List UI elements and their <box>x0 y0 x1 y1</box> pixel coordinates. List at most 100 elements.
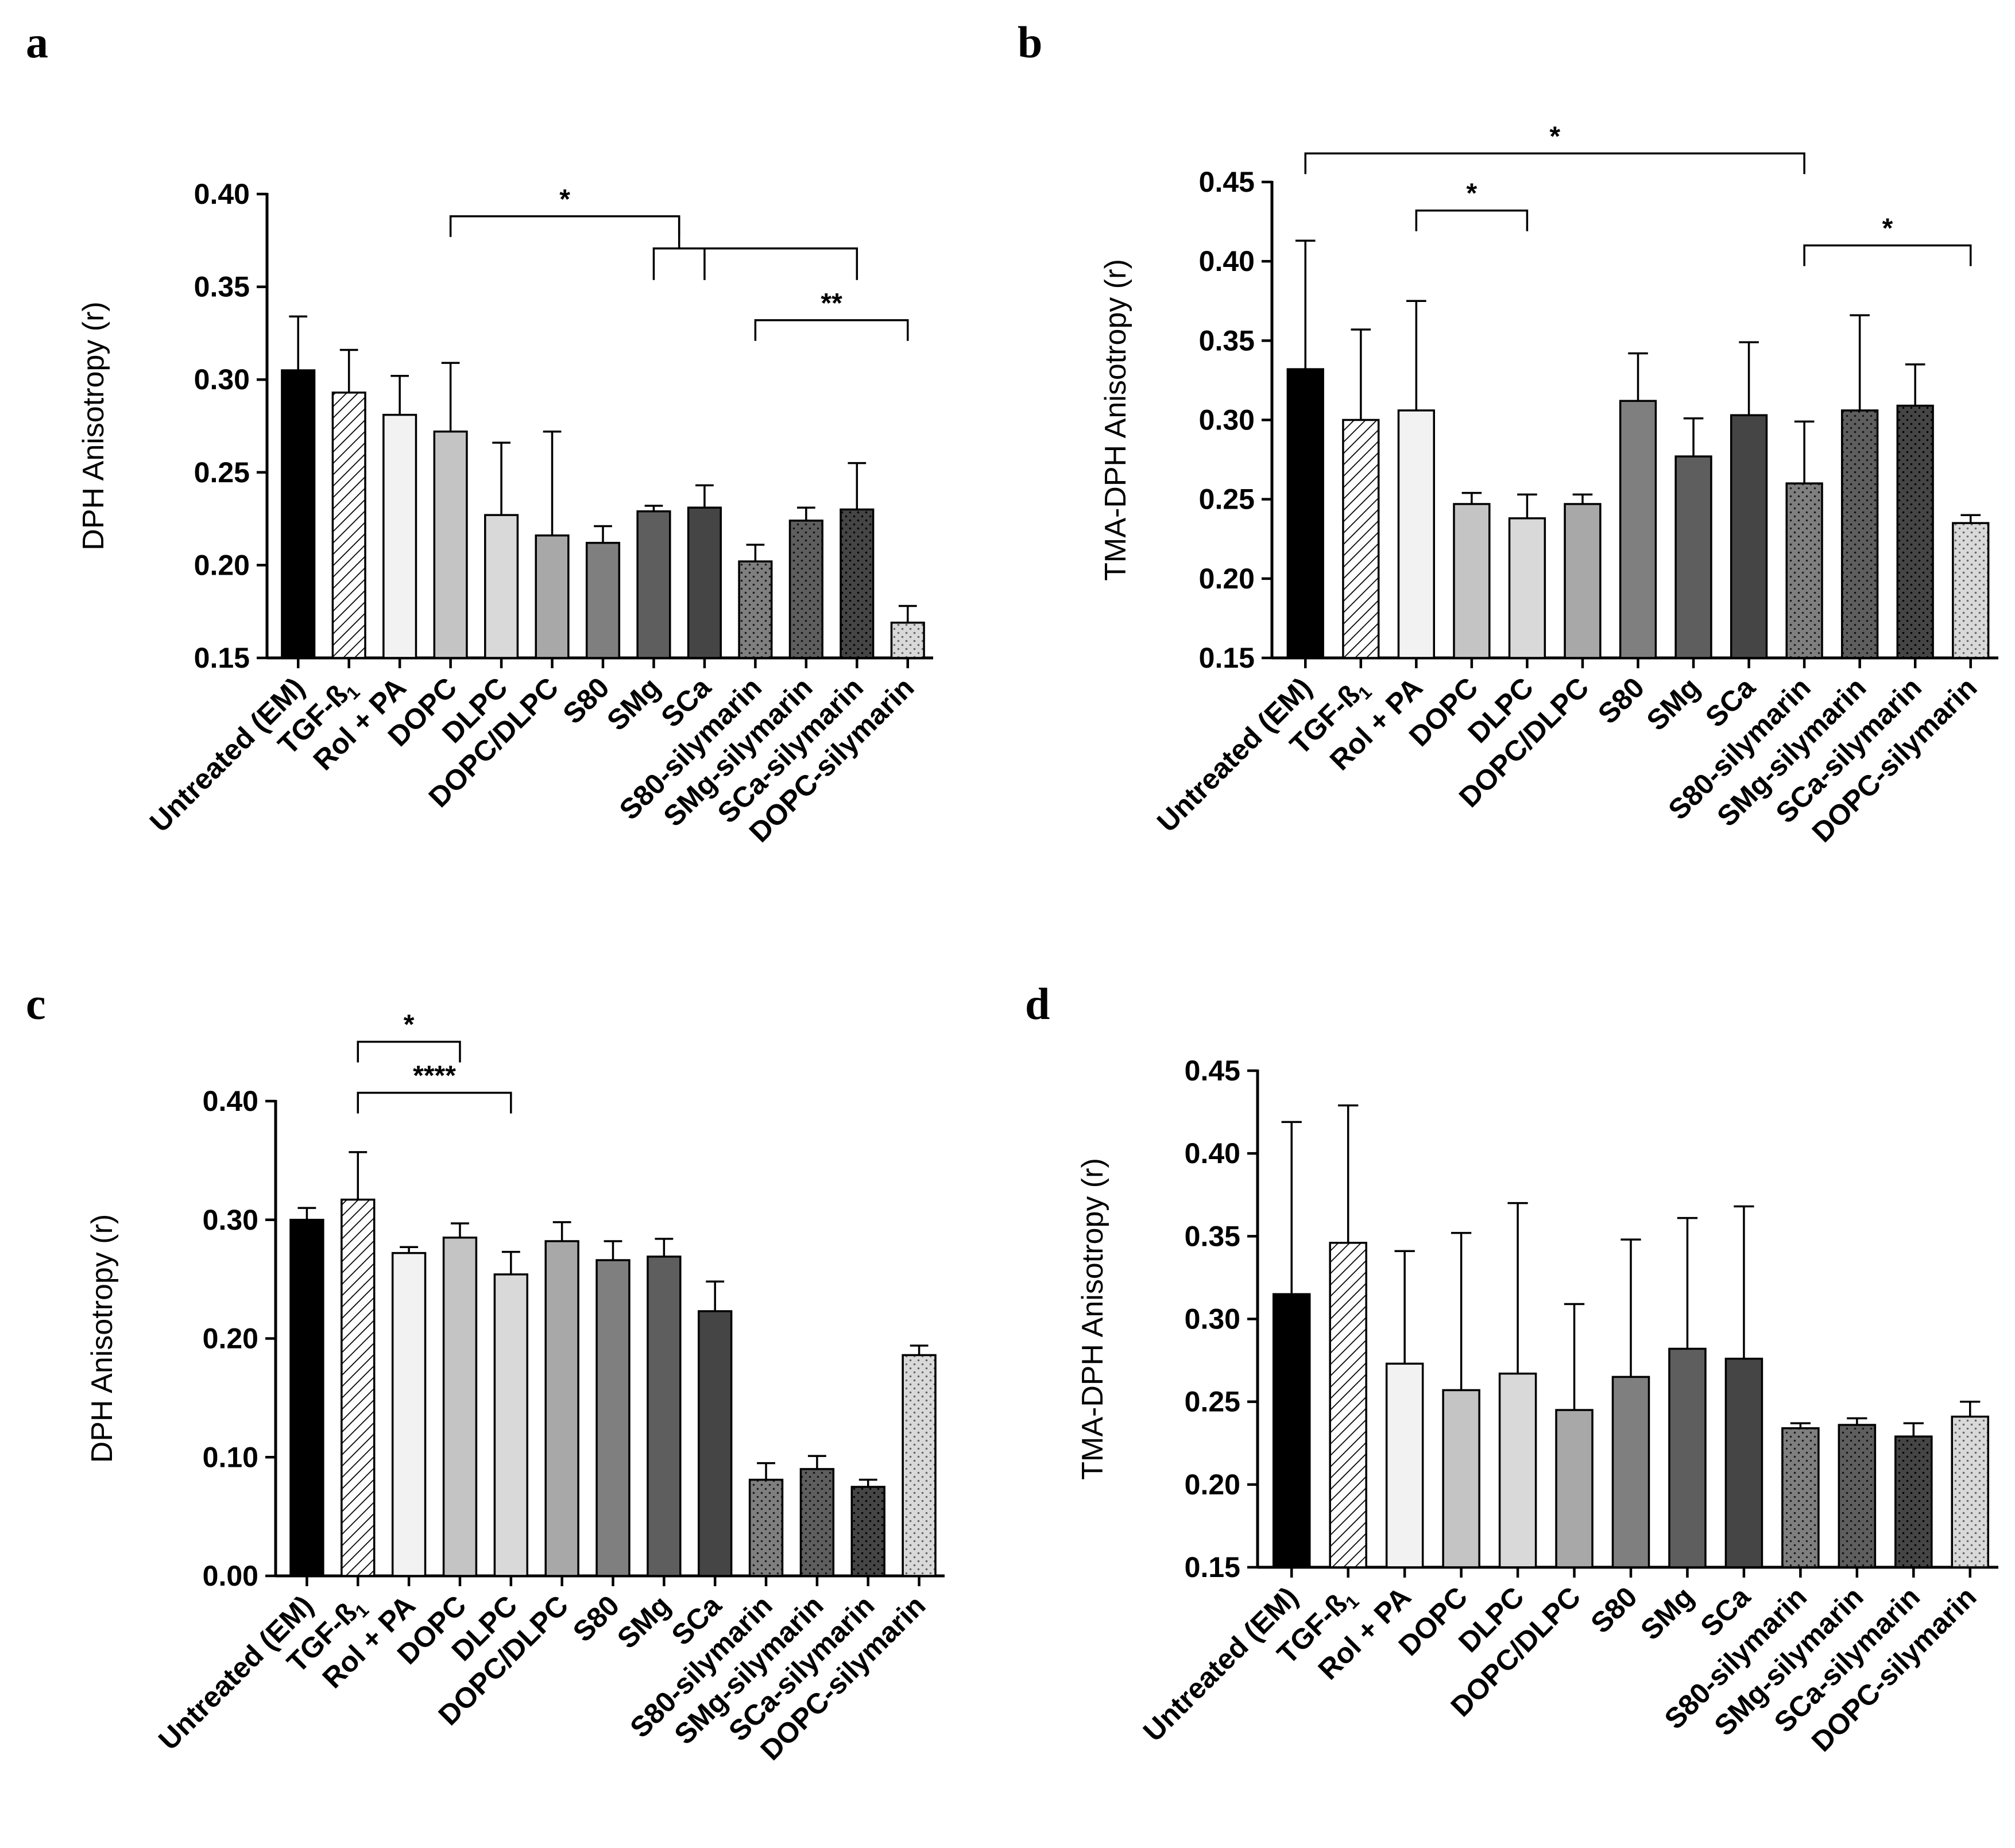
bar <box>840 508 875 659</box>
bar <box>442 1237 478 1577</box>
bar <box>1668 1347 1707 1568</box>
bar <box>1342 419 1380 659</box>
bar <box>799 1468 835 1577</box>
significance-label: * <box>1549 121 1560 152</box>
significance-bracket <box>754 319 909 341</box>
bar <box>382 413 417 659</box>
y-tick-label: 0.40 <box>1185 1137 1240 1169</box>
y-tick-label: 0.15 <box>1185 1551 1240 1583</box>
bar <box>1952 522 1990 659</box>
bar <box>341 1198 376 1577</box>
bar <box>391 1252 427 1577</box>
x-tick-label: Untreated (EM) <box>144 671 311 838</box>
y-tick-label: 0.00 <box>203 1560 258 1592</box>
x-tick-label: S80 <box>1592 671 1651 730</box>
y-axis-title: TMA-DPH Anisotropy (r) <box>1099 259 1132 581</box>
y-tick-label: 0.25 <box>194 456 250 489</box>
bar <box>1508 517 1546 659</box>
y-tick-label: 0.20 <box>203 1323 258 1355</box>
bar <box>1730 414 1768 659</box>
bar <box>738 560 773 659</box>
bar <box>484 514 519 659</box>
y-tick-label: 0.30 <box>1185 1303 1240 1335</box>
y-axis-title: TMA-DPH Anisotropy (r) <box>1076 1158 1109 1480</box>
bar <box>1619 400 1657 659</box>
panel-letter-c: c <box>26 979 46 1029</box>
y-tick-label: 0.35 <box>194 271 250 303</box>
bar <box>1785 482 1823 659</box>
chart-panel-c: 0.00 0.10 0.20 0.30 0.40 DPH Anisotropy (r) Un… <box>86 1010 945 1766</box>
bar <box>636 510 671 659</box>
y-tick-label: 0.20 <box>1199 563 1255 595</box>
y-tick-label: 0.25 <box>1185 1386 1240 1418</box>
significance-bracket <box>652 247 858 280</box>
y-tick-label: 0.40 <box>1199 245 1255 277</box>
y-axis-title: DPH Anisotropy (r) <box>77 301 110 550</box>
y-tick-label: 0.30 <box>203 1204 258 1236</box>
bar <box>698 1310 733 1577</box>
significance-label: **** <box>413 1061 456 1091</box>
bar <box>1894 1435 1933 1568</box>
bar <box>544 1240 579 1577</box>
bar <box>1286 368 1324 659</box>
bar <box>890 621 925 659</box>
significance-label: * <box>1882 214 1893 244</box>
bar <box>281 369 316 659</box>
significance-bracket <box>449 215 680 237</box>
y-tick-label: 0.25 <box>1199 483 1255 516</box>
bar <box>1951 1415 1990 1568</box>
chart-panel-d: 0.15 0.20 0.25 0.30 0.35 0.40 0.45 TMA-DPH Anis… <box>1076 1055 1998 1758</box>
y-tick-label: 0.30 <box>194 363 250 396</box>
significance-bracket <box>1415 209 1529 231</box>
y-tick-label: 0.15 <box>194 642 250 674</box>
panel-letter-d: d <box>1025 979 1050 1029</box>
y-tick-label: 0.35 <box>1185 1220 1240 1252</box>
bar <box>289 1219 324 1577</box>
bar <box>1896 404 1934 659</box>
bar <box>585 541 621 659</box>
y-tick-label: 0.10 <box>203 1441 258 1473</box>
bar <box>433 430 468 659</box>
y-tick-label: 0.30 <box>1199 404 1255 436</box>
bar <box>1498 1372 1537 1568</box>
y-tick-label: 0.45 <box>1199 166 1255 198</box>
bar <box>1397 409 1435 659</box>
y-tick-label: 0.40 <box>203 1085 258 1117</box>
significance-bracket <box>357 1091 512 1114</box>
bar <box>493 1273 528 1577</box>
panel-letter-a: a <box>26 17 48 67</box>
bar <box>1724 1357 1763 1568</box>
y-tick-label: 0.15 <box>1199 642 1255 674</box>
bar <box>1555 1409 1594 1568</box>
bar <box>850 1486 885 1577</box>
y-tick-label: 0.45 <box>1185 1055 1240 1087</box>
bar <box>1442 1389 1480 1568</box>
y-tick-label: 0.35 <box>1199 324 1255 357</box>
x-tick-label: S80 <box>556 671 616 730</box>
bar <box>788 520 823 659</box>
y-tick-label: 0.40 <box>194 178 250 210</box>
x-tick-label: SMg <box>611 1589 676 1655</box>
x-tick-label: SMg <box>601 671 666 737</box>
bar <box>1841 409 1879 659</box>
x-tick-label: SMg <box>1634 1580 1700 1646</box>
chart-panel-a: 0.15 0.20 0.25 0.30 0.35 0.40 DPH Anisotropy (… <box>77 178 933 849</box>
panel-letter-b: b <box>1018 17 1042 67</box>
bar <box>1611 1376 1650 1568</box>
bar <box>1453 503 1491 659</box>
bar <box>1781 1427 1820 1568</box>
significance-label: * <box>559 184 570 215</box>
significance-bracket <box>357 1040 461 1063</box>
bar <box>1385 1362 1424 1568</box>
significance-label: * <box>1467 179 1478 209</box>
bar <box>902 1354 937 1577</box>
bar <box>331 392 366 659</box>
bar <box>535 534 570 659</box>
significance-label: * <box>404 1010 415 1040</box>
x-tick-label: Untreated (EM) <box>1137 1580 1304 1748</box>
x-tick-label: S80 <box>1584 1580 1643 1640</box>
bar <box>1272 1293 1311 1568</box>
x-tick-label: S80 <box>567 1589 626 1648</box>
x-tick-label: Untreated (EM) <box>1151 671 1318 838</box>
